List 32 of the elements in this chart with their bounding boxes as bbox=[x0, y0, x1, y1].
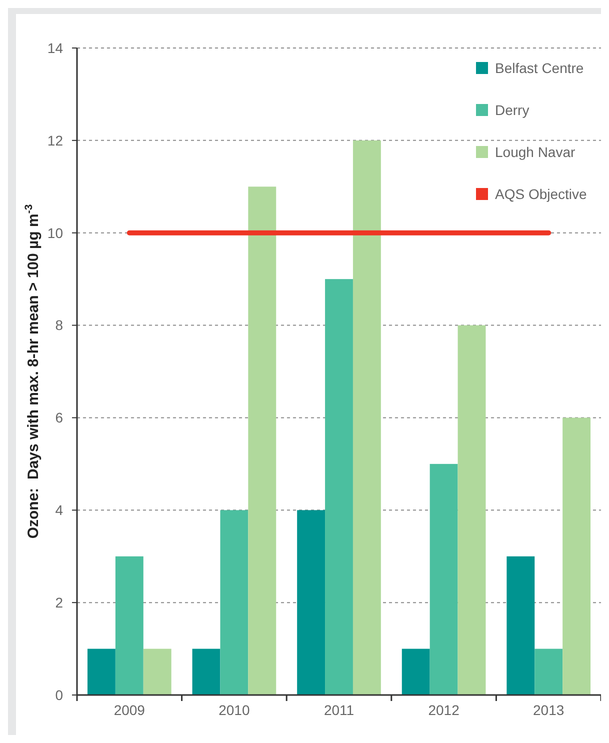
bar bbox=[115, 556, 144, 695]
y-tick-label: 2 bbox=[55, 594, 64, 610]
legend-label: Belfast Centre bbox=[495, 60, 584, 76]
legend-label: Lough Navar bbox=[495, 144, 576, 160]
bar bbox=[192, 648, 220, 695]
bar bbox=[220, 510, 248, 695]
bar bbox=[562, 418, 591, 695]
bar bbox=[325, 279, 353, 695]
bar bbox=[430, 464, 458, 695]
y-tick-label: 8 bbox=[55, 317, 64, 334]
bar bbox=[458, 325, 486, 695]
bar bbox=[534, 648, 563, 695]
y-tick-label: 4 bbox=[55, 502, 64, 518]
x-tick-label: 2010 bbox=[218, 702, 250, 718]
x-tick-label: 2012 bbox=[428, 702, 460, 718]
bar bbox=[248, 186, 276, 695]
y-tick-label: 0 bbox=[55, 686, 64, 703]
legend-label: Derry bbox=[495, 102, 530, 118]
legend-label: AQS Objective bbox=[495, 186, 588, 202]
x-tick-label: 2011 bbox=[324, 702, 354, 718]
bar bbox=[297, 510, 326, 695]
y-tick-label: 6 bbox=[55, 410, 64, 426]
bar bbox=[402, 648, 430, 695]
y-tick-label: 14 bbox=[47, 40, 64, 56]
bar bbox=[352, 140, 381, 695]
bar bbox=[143, 648, 172, 695]
bar bbox=[87, 648, 116, 695]
x-tick-label: 2013 bbox=[533, 702, 564, 718]
x-tick-label: 2009 bbox=[114, 702, 146, 718]
y-tick-label: 12 bbox=[47, 132, 64, 148]
y-tick-label: 10 bbox=[47, 224, 64, 241]
bar bbox=[506, 556, 535, 695]
